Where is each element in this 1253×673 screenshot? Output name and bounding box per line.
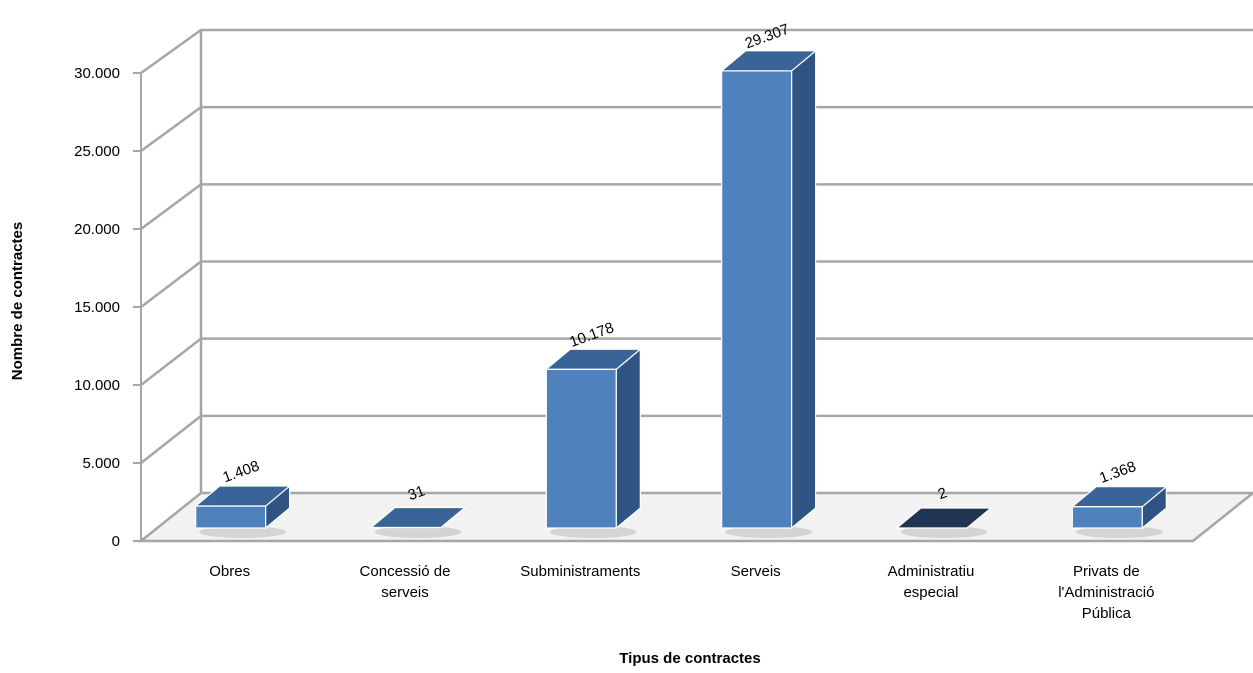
- bar: [544, 347, 642, 538]
- y-tick-label: 0: [112, 533, 120, 550]
- bar-top: [720, 50, 818, 72]
- y-tick-label: 20.000: [74, 221, 120, 238]
- bar-top: [544, 348, 642, 370]
- data-label: 1.368: [1097, 458, 1138, 487]
- gridline: [140, 414, 1253, 464]
- y-tick-label: 30.000: [74, 65, 120, 82]
- bar-shadow: [374, 526, 462, 538]
- bar-top: [1070, 486, 1168, 508]
- bar: [720, 49, 818, 538]
- bar-front: [721, 70, 793, 529]
- bar: [369, 506, 467, 538]
- x-category-label: especial: [903, 584, 958, 601]
- x-category-label: Administratiu: [888, 563, 975, 580]
- gridline: [140, 260, 1253, 308]
- gridline: [140, 105, 1253, 153]
- x-category-label: Obres: [209, 563, 250, 580]
- bar-top: [194, 485, 292, 507]
- bar: [895, 507, 993, 538]
- x-axis-title: Tipus de contractes: [619, 650, 760, 667]
- x-category-label: Privats de: [1073, 563, 1140, 580]
- floor: [137, 491, 1253, 543]
- y-axis-title: Nombre de contractes: [9, 222, 26, 380]
- data-label: 1.408: [221, 457, 262, 486]
- x-category-label: Pública: [1082, 605, 1132, 622]
- bars-group: [194, 49, 1168, 538]
- bar-top: [369, 506, 467, 529]
- y-tick-label: 25.000: [74, 143, 120, 160]
- x-category-labels: Obres Concessió de serveis Subministraments…: [209, 563, 1154, 622]
- data-label: 29.307: [743, 21, 792, 53]
- bar: [1070, 485, 1168, 538]
- bar-shadow: [725, 526, 813, 538]
- x-category-label: serveis: [381, 584, 429, 601]
- gridline: [140, 183, 1253, 231]
- bar-shadow: [199, 526, 287, 538]
- y-tick-labels: 0 5.000 10.000 15.000 20.000 25.000 30.000: [74, 65, 141, 550]
- bar-side: [615, 347, 641, 530]
- data-label: 31: [406, 482, 427, 504]
- bar-side: [791, 49, 817, 530]
- x-category-label: Serveis: [731, 563, 781, 580]
- bar-shadow: [900, 526, 988, 538]
- bar-front: [195, 505, 267, 529]
- x-category-label: l'Administració: [1058, 584, 1154, 601]
- x-category-label: Subministraments: [520, 563, 640, 580]
- data-label: 10.178: [567, 319, 616, 351]
- bar-front: [1071, 506, 1143, 529]
- y-tick-label: 15.000: [74, 299, 120, 316]
- bar-front: [545, 368, 617, 529]
- bar-shadow: [549, 526, 637, 538]
- bar-shadow: [1075, 526, 1163, 538]
- chart-walls: [137, 28, 1253, 543]
- x-category-label: Concessió de: [360, 563, 451, 580]
- gridline: [140, 337, 1253, 386]
- bar: [194, 484, 292, 538]
- y-tick-label: 10.000: [74, 377, 120, 394]
- bar-top: [895, 507, 993, 529]
- y-tick-label: 5.000: [82, 455, 120, 472]
- gridline: [140, 28, 1253, 75]
